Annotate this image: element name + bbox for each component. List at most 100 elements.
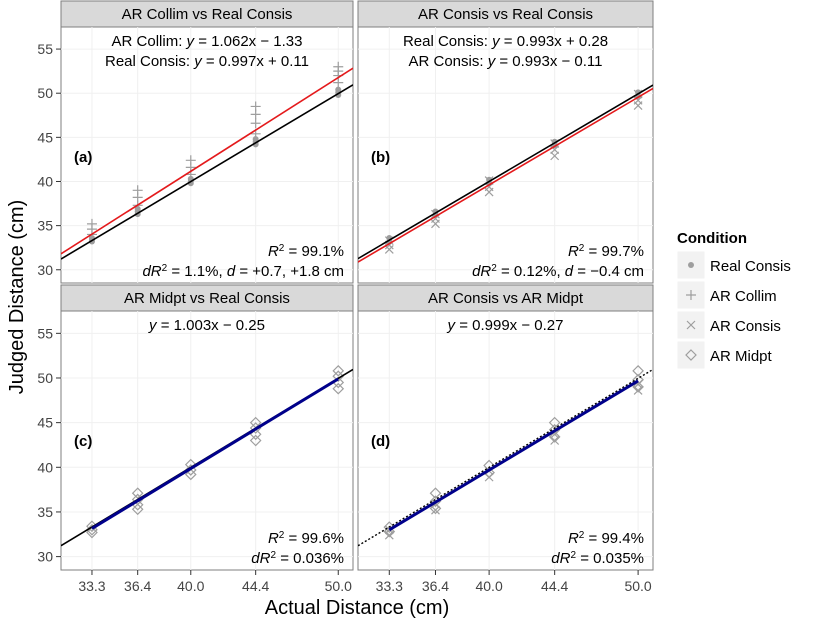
equation-label: AR Collim: y = 1.062x − 1.33 (112, 33, 303, 50)
data-point (131, 503, 144, 516)
y-tick-label: 40 (37, 173, 53, 189)
x-tick-label: 36.4 (422, 578, 449, 594)
y-tick-label: 55 (37, 41, 53, 57)
legend-items: Real Consis AR Collim AR Consis AR Midpt (676, 250, 791, 370)
legend-key (676, 340, 706, 370)
panel-tag: (a) (74, 149, 92, 166)
regression-lines (358, 368, 653, 547)
data-point (252, 136, 259, 143)
panel-tag: (b) (371, 149, 390, 166)
data-point (384, 245, 394, 254)
y-tick-label: 35 (37, 218, 53, 234)
legend-item: AR Collim (676, 280, 777, 310)
y-tick-label: 40 (37, 459, 53, 475)
legend-marker (685, 349, 697, 361)
equation-label: y = 0.999x − 0.27 (447, 317, 564, 334)
y-tick-label: 55 (37, 325, 53, 341)
regression-lines (61, 67, 353, 260)
y-tick-label: 45 (37, 415, 53, 431)
y-tick-label: 50 (37, 85, 53, 101)
stat-label: R2 = 99.1% (268, 243, 344, 261)
chart-panels: AR Collim vs Real Consis AR Collim: y = 1… (60, 0, 654, 571)
legend-item: AR Consis (676, 310, 781, 340)
data-point (550, 436, 560, 445)
legend-label: AR Midpt (710, 348, 773, 365)
panel-tag: (c) (74, 433, 92, 450)
x-tick-label: 33.3 (376, 578, 403, 594)
data-point (332, 382, 345, 395)
regression-lines (61, 368, 353, 547)
x-tick-label: 33.3 (78, 578, 105, 594)
legend-item: Real Consis (676, 250, 791, 280)
panel-2: AR Consis vs Real Consis Real Consis: y =… (357, 0, 654, 284)
data-point (184, 464, 197, 476)
x-tick-label: 36.4 (124, 578, 151, 594)
data-point (335, 86, 342, 93)
data-point (332, 364, 345, 377)
data-point (632, 373, 644, 386)
panel-title: AR Midpt vs Real Consis (124, 290, 290, 307)
panel-strip (357, 284, 654, 312)
panel-1: AR Collim vs Real Consis AR Collim: y = 1… (60, 0, 354, 284)
legend-label: Real Consis (710, 258, 791, 275)
data-point (131, 487, 144, 500)
panel-background (357, 310, 654, 571)
legend-marker (686, 320, 696, 330)
regression-line (61, 84, 353, 260)
data-point (383, 525, 396, 538)
x-tick-label: 40.0 (475, 578, 502, 594)
data-point (632, 381, 644, 393)
regression-line (358, 84, 653, 260)
stat-label: dR2 = 1.1%, d = +0.7, +1.8 cm (142, 263, 344, 281)
x-tick-label: 44.4 (541, 578, 568, 594)
legend-marker (686, 290, 696, 300)
panel-tag: (d) (371, 433, 390, 450)
regression-line (61, 67, 353, 255)
equation-label: y = 1.003x − 0.25 (148, 317, 265, 334)
y-axis: 30 35 40 45 50 55 30 35 40 45 50 55 (37, 41, 61, 565)
legend-marker (688, 262, 694, 268)
y-tick-label: 45 (37, 129, 53, 145)
regression-lines (358, 84, 653, 263)
regression-line (358, 87, 653, 263)
data-point (132, 185, 143, 196)
data-point (632, 364, 644, 377)
stat-label: dR2 = 0.12%, d = −0.4 cm (472, 263, 644, 281)
y-tick-label: 30 (37, 262, 53, 278)
x-axis-title: Actual Distance (cm) (265, 597, 450, 619)
gridlines (358, 27, 653, 283)
data-point (250, 118, 261, 129)
data-point (429, 487, 442, 500)
data-point (249, 434, 262, 447)
panel-background (60, 310, 354, 571)
legend-label: AR Collim (710, 288, 777, 305)
panel-background (357, 26, 654, 284)
data-point (332, 370, 345, 383)
panel-title: AR Collim vs Real Consis (122, 6, 293, 23)
data-point (548, 431, 561, 443)
x-tick-label: 40.0 (177, 578, 204, 594)
x-tick-label: 50.0 (325, 578, 352, 594)
panel-3: AR Midpt vs Real Consis y = 1.003x − 0.25… (60, 284, 354, 571)
x-tick-label: 50.0 (624, 578, 651, 594)
legend-label: AR Consis (710, 318, 781, 335)
data-point (184, 468, 197, 481)
equation-label: Real Consis: y = 0.993x + 0.28 (403, 33, 608, 50)
panel-strip (357, 0, 654, 28)
y-tick-label: 30 (37, 549, 53, 565)
panel-background (60, 26, 354, 284)
stat-label: dR2 = 0.036% (251, 550, 344, 568)
panel-strip (60, 284, 354, 312)
legend-item: AR Midpt (676, 340, 773, 370)
stat-label: R2 = 99.4% (568, 530, 644, 548)
legend-title: Condition (677, 230, 747, 247)
panel-4: AR Consis vs AR Midpt y = 0.999x − 0.27 (d… (357, 284, 654, 571)
data-point (633, 386, 643, 395)
panel-strip (60, 0, 354, 28)
x-axis: 33.3 36.4 40.0 44.4 50.0 33.3 36.4 40.0 44.4 50.0 (78, 570, 652, 594)
data-point (86, 218, 97, 229)
stat-label: R2 = 99.7% (568, 243, 644, 261)
x-tick-label: 44.4 (242, 578, 269, 594)
data-point (429, 502, 442, 515)
stat-label: dR2 = 0.035% (551, 550, 644, 568)
